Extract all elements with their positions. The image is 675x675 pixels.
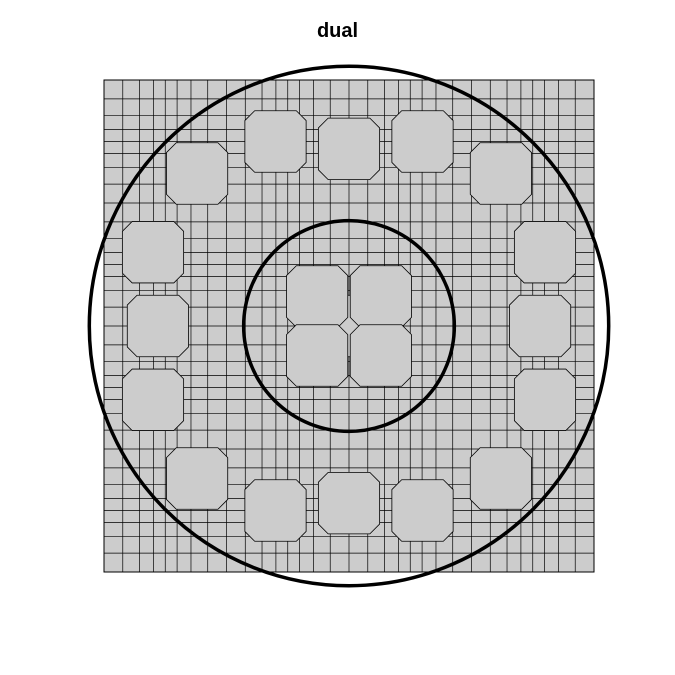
mesh-coarse-cell xyxy=(513,221,577,284)
mesh-coarse-cell xyxy=(121,368,185,431)
mesh-coarse-cell xyxy=(349,324,412,387)
mesh-coarse-cell xyxy=(317,117,381,181)
mesh-coarse-cell xyxy=(513,368,577,431)
mesh-coarse-cell xyxy=(166,447,229,510)
mesh-coarse-cell xyxy=(509,294,572,358)
mesh-coarse-cell xyxy=(317,471,381,535)
mesh-coarse-cell xyxy=(286,265,349,328)
mesh-coarse-cell xyxy=(349,265,412,328)
mesh xyxy=(103,79,595,573)
mesh-coarse-cell xyxy=(244,479,307,542)
mesh-coarse-cell xyxy=(391,110,454,173)
circles xyxy=(87,64,611,588)
inner-circle xyxy=(241,218,457,434)
mesh-coarse-cell xyxy=(286,324,349,387)
mesh-coarse-cell xyxy=(391,479,454,542)
figure-title: dual xyxy=(316,20,359,42)
mesh-coarse-cell xyxy=(469,142,532,205)
mesh-coarse-cell xyxy=(126,294,189,358)
mesh-coarse-cell xyxy=(469,447,532,510)
mesh-coarse-cell xyxy=(244,110,307,173)
mesh-coarse-cell xyxy=(166,142,229,205)
outer-circle xyxy=(87,64,611,588)
mesh-coarse-cell xyxy=(121,221,185,284)
